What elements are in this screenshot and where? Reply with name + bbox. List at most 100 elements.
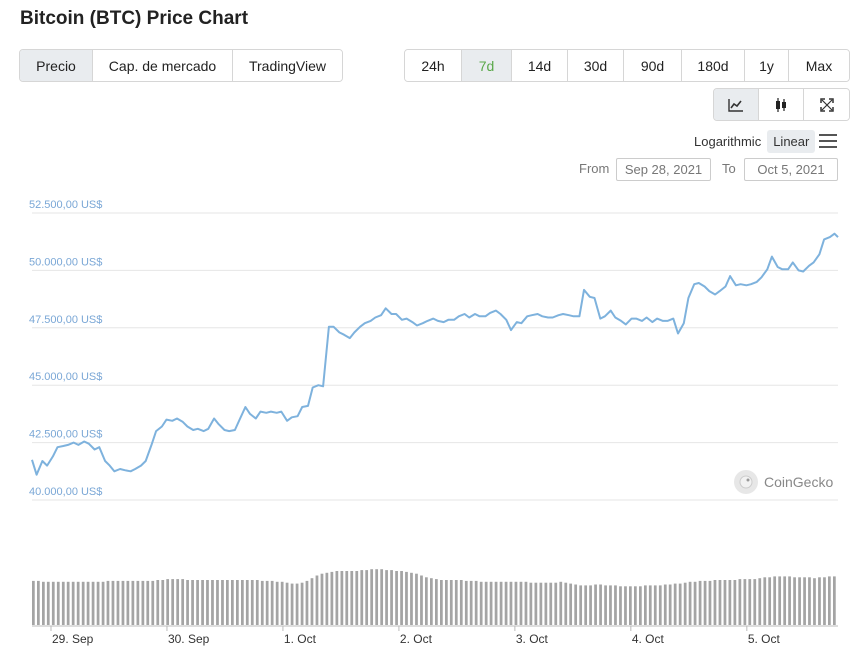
x-tick-label: 29. Sep (52, 632, 94, 646)
volume-bar (783, 576, 787, 625)
volume-bar (305, 580, 309, 625)
range-tab-30d[interactable]: 30d (568, 50, 624, 81)
volume-bar (51, 581, 55, 625)
volume-bar (136, 580, 140, 625)
volume-bar (216, 580, 219, 625)
logarithmic-option[interactable]: Logarithmic (694, 134, 762, 149)
from-date-input[interactable]: Sep 28, 2021 (616, 158, 711, 181)
volume-bar (335, 571, 339, 625)
volume-bar (425, 577, 428, 625)
volume-bar (683, 582, 687, 625)
volume-bar (380, 569, 384, 625)
volume-bar (653, 585, 657, 625)
volume-bar (375, 569, 379, 625)
volume-bar (250, 580, 254, 625)
volume-bar (186, 580, 189, 625)
x-tick-label: 1. Oct (284, 632, 317, 646)
volume-bar (211, 580, 214, 625)
x-tick-label: 2. Oct (400, 632, 433, 646)
volume-bar (430, 578, 433, 625)
tab-tradingview[interactable]: TradingView (233, 50, 342, 81)
volume-bar (206, 580, 209, 625)
volume-bar (599, 584, 602, 625)
volume-bar (663, 584, 667, 625)
volume-bar (549, 582, 553, 625)
volume-bar (71, 581, 75, 625)
expand-icon[interactable] (804, 89, 849, 120)
volume-bar (236, 580, 239, 625)
range-tab-90d[interactable]: 90d (624, 50, 682, 81)
volume-bar (221, 580, 224, 625)
volume-bar (365, 570, 369, 625)
volume-bar (539, 582, 543, 625)
gecko-logo-icon (734, 470, 758, 494)
volume-bar (355, 571, 359, 625)
volume-bar (474, 580, 478, 625)
volume-bar (464, 580, 468, 625)
volume-bar (260, 580, 264, 625)
volume-bar (56, 581, 60, 625)
volume-bar (728, 580, 732, 625)
y-tick-label: 40.000,00 US$ (29, 486, 102, 498)
volume-bar (798, 577, 801, 625)
tab-price[interactable]: Precio (20, 50, 93, 81)
volume-bar (494, 581, 498, 625)
volume-bar (793, 577, 796, 625)
volume-bar (828, 576, 831, 625)
to-label: To (722, 161, 736, 176)
range-tab-180d[interactable]: 180d (682, 50, 745, 81)
volume-bar (275, 581, 279, 625)
volume-bar (241, 580, 244, 625)
range-tab-max[interactable]: Max (789, 50, 849, 81)
volume-bar (763, 577, 767, 625)
volume-bar (166, 579, 170, 625)
volume-bar (295, 583, 299, 625)
volume-bar (156, 580, 160, 625)
chart-style-group (713, 88, 850, 121)
volume-bar (459, 580, 463, 625)
volume-bar (629, 586, 632, 625)
volume-bar (673, 583, 677, 625)
candlestick-icon[interactable] (759, 89, 804, 120)
volume-bar (504, 581, 508, 625)
volume-bar (644, 585, 647, 625)
volume-bar (788, 576, 791, 625)
volume-bar (499, 581, 503, 625)
volume-bar (564, 582, 568, 625)
volume-bar (181, 579, 185, 625)
line-chart-icon[interactable] (714, 89, 759, 120)
volume-bar (529, 582, 533, 625)
volume-bar (678, 583, 682, 625)
volume-bar (410, 572, 413, 625)
range-tab-24h[interactable]: 24h (405, 50, 462, 81)
volume-bar (330, 571, 334, 625)
tab-market-cap[interactable]: Cap. de mercado (93, 50, 233, 81)
hamburger-menu-icon[interactable] (819, 134, 837, 152)
x-tick-label: 4. Oct (632, 632, 665, 646)
y-tick-label: 52.500,00 US$ (29, 199, 102, 211)
range-tab-14d[interactable]: 14d (512, 50, 568, 81)
volume-bar (449, 580, 453, 625)
volume-bar (42, 581, 45, 625)
volume-bar (32, 580, 35, 625)
volume-bar (390, 570, 393, 625)
to-date-input[interactable]: Oct 5, 2021 (744, 158, 838, 181)
volume-bar (808, 577, 811, 625)
volume-bar (345, 571, 349, 625)
volume-bar (514, 581, 518, 625)
x-tick-label: 5. Oct (748, 632, 781, 646)
volume-bar (270, 580, 274, 625)
volume-bar (753, 579, 757, 625)
linear-option[interactable]: Linear (767, 130, 816, 153)
volume-bar (340, 571, 344, 625)
volume-bar (733, 580, 737, 625)
volume-bar (604, 585, 607, 625)
range-tab-1y[interactable]: 1y (745, 50, 789, 81)
volume-bar (584, 585, 588, 625)
volume-bar (579, 585, 583, 625)
range-tab-7d[interactable]: 7d (462, 50, 512, 81)
volume-bar (101, 581, 105, 625)
volume-bar (693, 581, 697, 625)
x-tick-label: 3. Oct (516, 632, 549, 646)
